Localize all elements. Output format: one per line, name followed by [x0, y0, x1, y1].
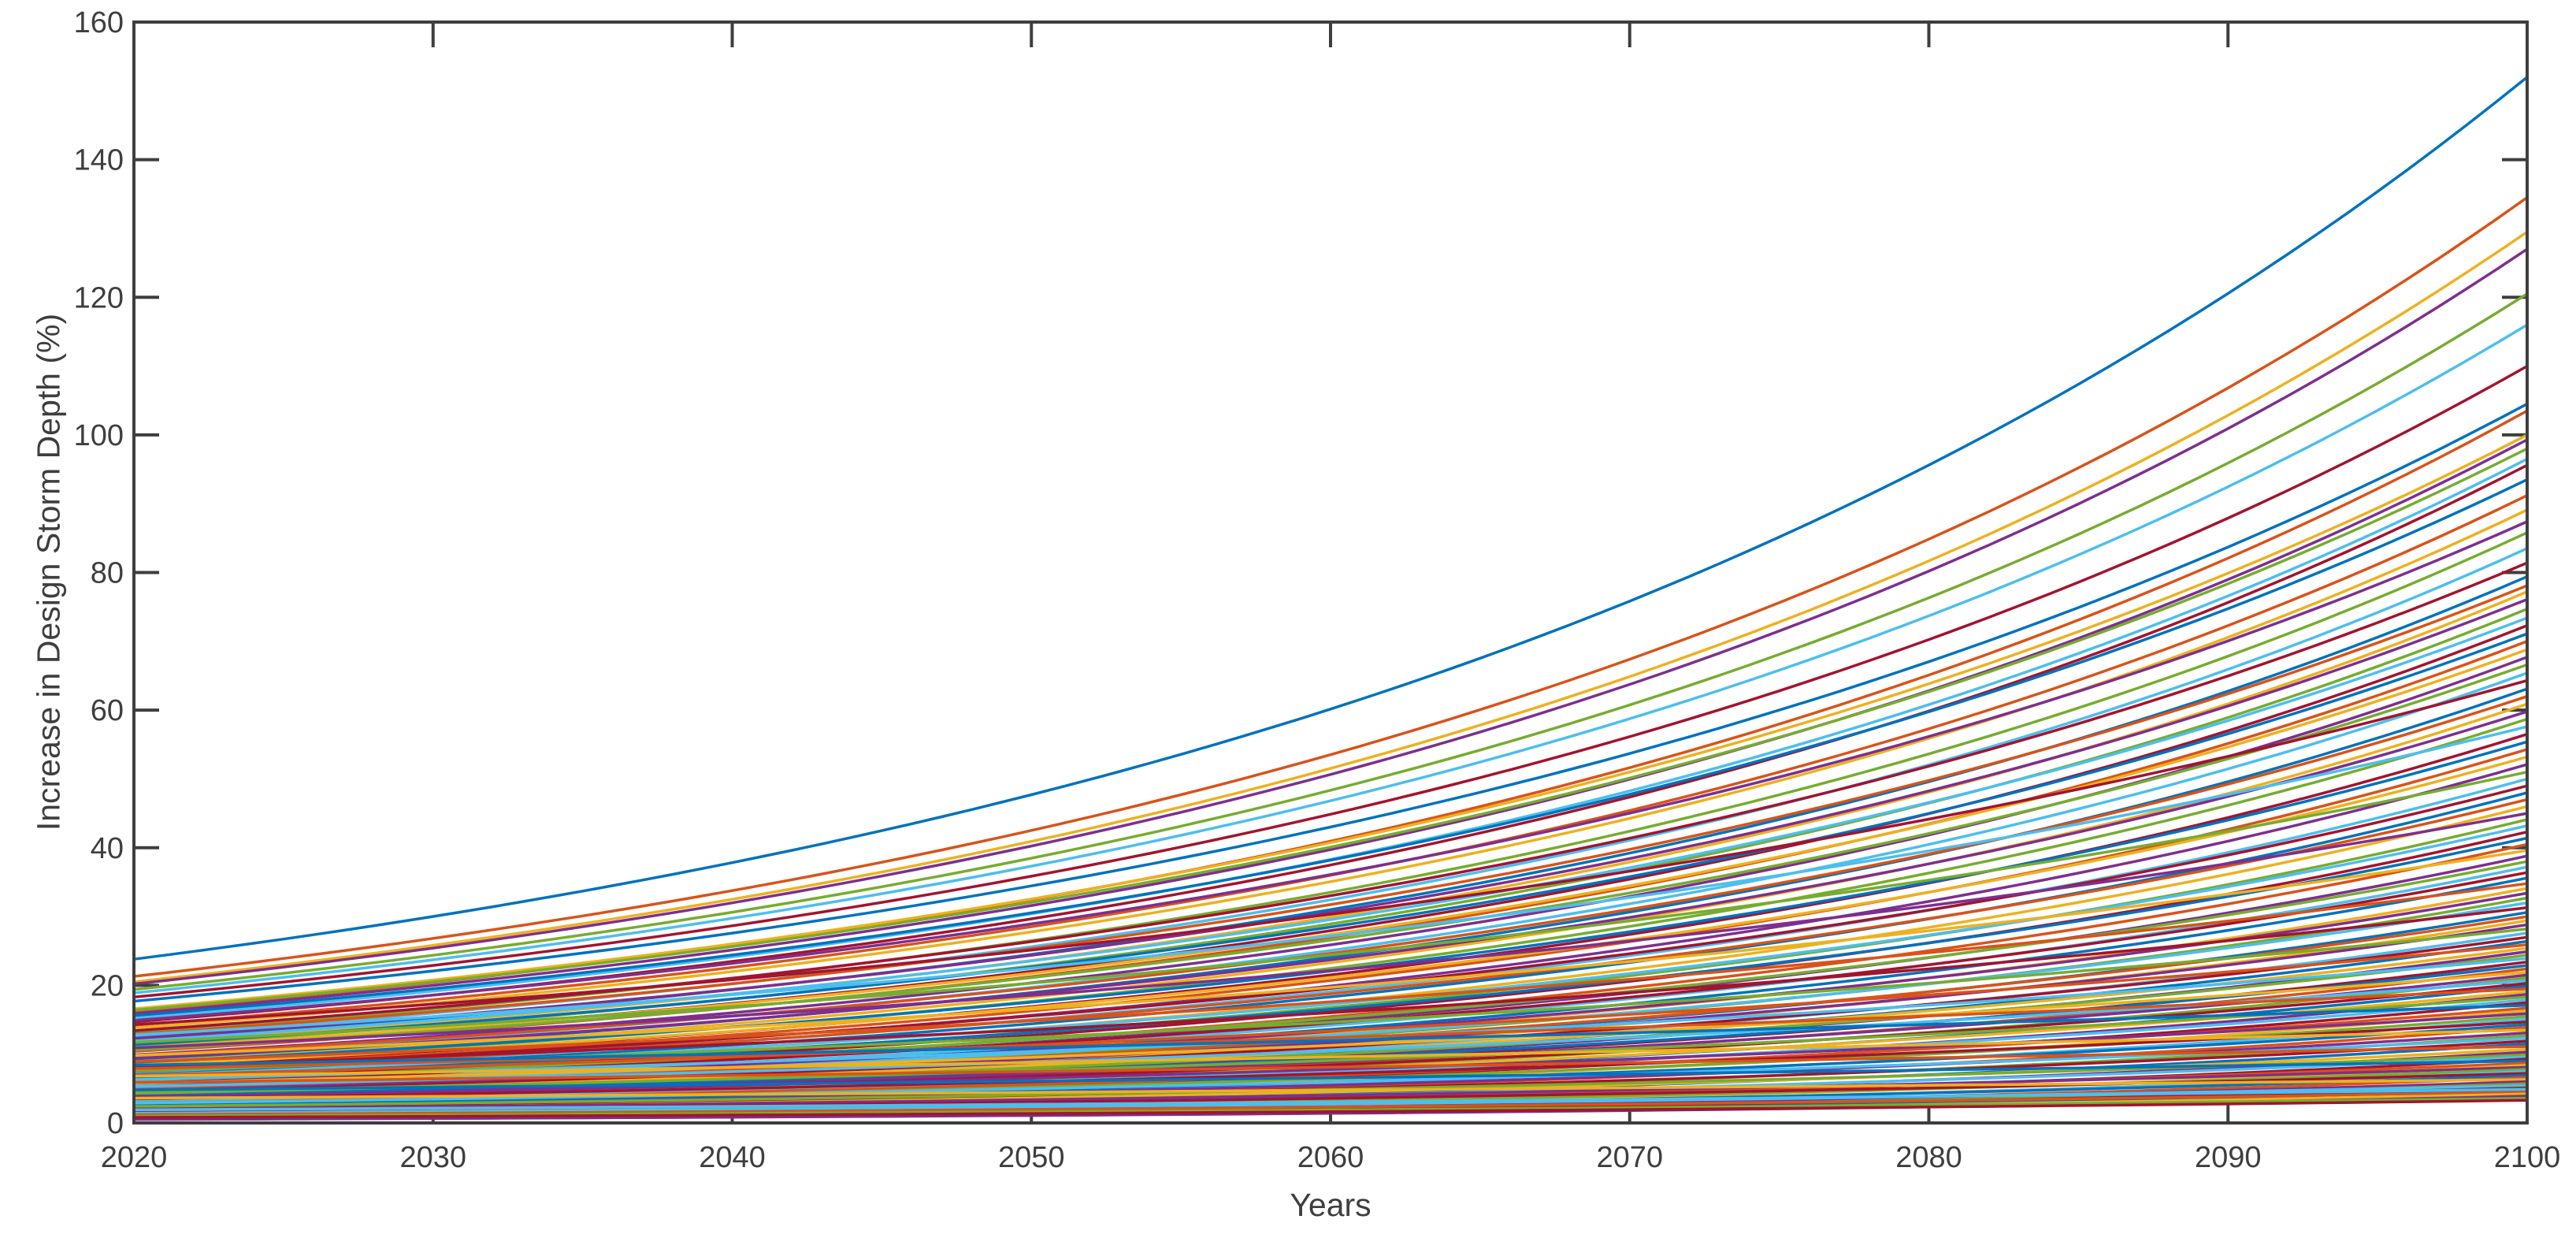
storm-depth-curve: [133, 247, 2528, 986]
storm-depth-curve: [133, 748, 2528, 1070]
storm-depth-curve: [133, 882, 2528, 1064]
storm-depth-curve: [133, 597, 2528, 1040]
y-tick-label: 140: [74, 144, 124, 177]
storm-depth-curve: [133, 849, 2528, 1058]
storm-depth-curve: [133, 584, 2528, 1036]
storm-depth-curve: [133, 1003, 2528, 1067]
storm-depth-curve: [133, 935, 2528, 1094]
storm-depth-curve: [133, 1065, 2528, 1111]
storm-depth-curve: [133, 403, 2528, 1003]
storm-depth-curve: [133, 710, 2528, 1060]
storm-depth-curve: [133, 1078, 2528, 1100]
storm-depth-curve: [133, 836, 2528, 1080]
x-tick-label: 2090: [2195, 1141, 2262, 1174]
x-tick-label: 2030: [399, 1141, 466, 1174]
storm-depth-curve: [133, 76, 2529, 961]
storm-depth-curve: [133, 230, 2528, 983]
storm-depth-curve: [133, 478, 2528, 1017]
storm-depth-curve: [133, 433, 2528, 1010]
x-tick-label: 2080: [1895, 1141, 1962, 1174]
storm-depth-curve: [133, 438, 2528, 1015]
y-tick-label: 120: [74, 281, 124, 314]
storm-depth-curve: [133, 901, 2528, 1090]
x-tick-label: 2070: [1596, 1141, 1663, 1174]
y-tick-label: 20: [91, 969, 124, 1002]
storm-depth-curve: [133, 987, 2528, 1070]
x-tick-label: 2020: [101, 1141, 168, 1174]
storm-depth-curve: [133, 1090, 2528, 1117]
storm-depth-curve: [133, 971, 2528, 1085]
y-tick-label: 0: [107, 1107, 124, 1140]
storm-depth-curve: [133, 725, 2528, 1036]
storm-depth-curve: [133, 520, 2528, 1022]
storm-depth-curve: [133, 616, 2528, 1043]
storm-depth-curve: [133, 508, 2528, 1030]
storm-depth-curve: [133, 770, 2528, 1044]
storm-depth-curve: [133, 561, 2528, 1032]
y-tick-label: 60: [91, 694, 124, 727]
x-tick-label: 2060: [1297, 1141, 1364, 1174]
storm-depth-curve: [133, 632, 2528, 1047]
storm-depth-curve: [133, 812, 2528, 1050]
storm-depth-curve: [133, 1012, 2528, 1099]
storm-depth-curve: [133, 1099, 2528, 1119]
y-tick-label: 40: [91, 832, 124, 865]
storm-depth-curve: [133, 323, 2528, 994]
x-tick-label: 2040: [699, 1141, 766, 1174]
y-tick-label: 160: [74, 6, 124, 39]
x-axis-label: Years: [1290, 1187, 1372, 1223]
storm-depth-curve: [133, 1045, 2528, 1084]
storm-depth-curve: [133, 292, 2528, 991]
x-tick-label: 2100: [2494, 1141, 2561, 1174]
y-tick-label: 100: [74, 419, 124, 452]
axes-box: [132, 20, 2529, 1125]
storm-depth-curve: [133, 1087, 2528, 1112]
storm-depth-curve: [133, 905, 2528, 1069]
storm-depth-curve: [133, 998, 2528, 1103]
storm-depth-curve: [133, 1059, 2528, 1091]
storm-depth-curve: [133, 1036, 2528, 1105]
storm-depth-curve: [133, 695, 2528, 1058]
storm-depth-curve: [133, 678, 2528, 1026]
storm-depth-curve: [133, 365, 2528, 998]
y-axis-label: Increase in Design Storm Depth (%): [30, 313, 67, 831]
storm-depth-curve: [133, 860, 2528, 1083]
y-tick-label: 80: [91, 557, 124, 590]
storm-depth-curve: [133, 755, 2528, 1067]
storm-depth-curve: [133, 995, 2528, 1094]
x-tick-label: 2050: [998, 1141, 1065, 1174]
storm-depth-curve: [133, 663, 2528, 1052]
storm-depth-curve: [133, 1096, 2528, 1118]
storm-depth-curve: [133, 447, 2528, 1012]
storm-depth-curve: [133, 196, 2529, 978]
storm-depth-curve: [133, 943, 2528, 1077]
storm-depth-curve: [133, 1020, 2528, 1101]
storm-depth-curve: [133, 1028, 2528, 1078]
